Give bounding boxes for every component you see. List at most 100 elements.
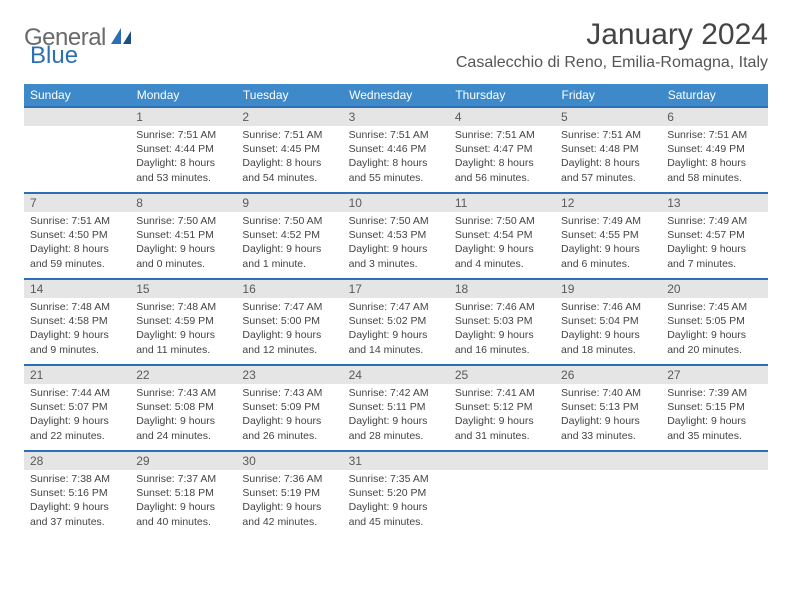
calendar-day-cell: 6Sunrise: 7:51 AMSunset: 4:49 PMDaylight…: [661, 107, 767, 193]
sunset-text: Sunset: 5:08 PM: [136, 400, 230, 414]
day-number: 18: [449, 280, 555, 298]
daylight-text: Daylight: 9 hours and 7 minutes.: [667, 242, 761, 270]
calendar-day-cell: 21Sunrise: 7:44 AMSunset: 5:07 PMDayligh…: [24, 365, 130, 451]
day-data: Sunrise: 7:51 AMSunset: 4:50 PMDaylight:…: [24, 212, 130, 275]
day-data: Sunrise: 7:49 AMSunset: 4:55 PMDaylight:…: [555, 212, 661, 275]
calendar-week-row: 14Sunrise: 7:48 AMSunset: 4:58 PMDayligh…: [24, 279, 768, 365]
sunrise-text: Sunrise: 7:50 AM: [455, 214, 549, 228]
sunrise-text: Sunrise: 7:50 AM: [136, 214, 230, 228]
weekday-header: Saturday: [661, 84, 767, 107]
title-block: January 2024 Casalecchio di Reno, Emilia…: [456, 18, 768, 72]
calendar-day-cell: 5Sunrise: 7:51 AMSunset: 4:48 PMDaylight…: [555, 107, 661, 193]
calendar-week-row: 21Sunrise: 7:44 AMSunset: 5:07 PMDayligh…: [24, 365, 768, 451]
day-number: 5: [555, 108, 661, 126]
day-number: 25: [449, 366, 555, 384]
calendar-day-cell: [661, 451, 767, 537]
daylight-text: Daylight: 9 hours and 33 minutes.: [561, 414, 655, 442]
sunset-text: Sunset: 5:12 PM: [455, 400, 549, 414]
daylight-text: Daylight: 9 hours and 9 minutes.: [30, 328, 124, 356]
day-number: 11: [449, 194, 555, 212]
day-data: Sunrise: 7:50 AMSunset: 4:52 PMDaylight:…: [236, 212, 342, 275]
day-number: 26: [555, 366, 661, 384]
sunset-text: Sunset: 4:57 PM: [667, 228, 761, 242]
sunrise-text: Sunrise: 7:51 AM: [349, 128, 443, 142]
calendar-day-cell: 8Sunrise: 7:50 AMSunset: 4:51 PMDaylight…: [130, 193, 236, 279]
sunrise-text: Sunrise: 7:36 AM: [242, 472, 336, 486]
sunrise-text: Sunrise: 7:44 AM: [30, 386, 124, 400]
day-number: 14: [24, 280, 130, 298]
day-number: 8: [130, 194, 236, 212]
sunset-text: Sunset: 5:02 PM: [349, 314, 443, 328]
sunrise-text: Sunrise: 7:51 AM: [136, 128, 230, 142]
day-number: [449, 452, 555, 470]
sunset-text: Sunset: 5:11 PM: [349, 400, 443, 414]
daylight-text: Daylight: 9 hours and 45 minutes.: [349, 500, 443, 528]
sunrise-text: Sunrise: 7:38 AM: [30, 472, 124, 486]
calendar-day-cell: 4Sunrise: 7:51 AMSunset: 4:47 PMDaylight…: [449, 107, 555, 193]
sunset-text: Sunset: 4:46 PM: [349, 142, 443, 156]
weekday-header: Wednesday: [343, 84, 449, 107]
day-data: Sunrise: 7:51 AMSunset: 4:47 PMDaylight:…: [449, 126, 555, 189]
calendar-day-cell: 29Sunrise: 7:37 AMSunset: 5:18 PMDayligh…: [130, 451, 236, 537]
calendar-week-row: 28Sunrise: 7:38 AMSunset: 5:16 PMDayligh…: [24, 451, 768, 537]
sunrise-text: Sunrise: 7:45 AM: [667, 300, 761, 314]
day-data: Sunrise: 7:43 AMSunset: 5:09 PMDaylight:…: [236, 384, 342, 447]
day-number: 20: [661, 280, 767, 298]
sunset-text: Sunset: 5:19 PM: [242, 486, 336, 500]
sunset-text: Sunset: 4:45 PM: [242, 142, 336, 156]
day-number: 29: [130, 452, 236, 470]
calendar-day-cell: 1Sunrise: 7:51 AMSunset: 4:44 PMDaylight…: [130, 107, 236, 193]
calendar-day-cell: 25Sunrise: 7:41 AMSunset: 5:12 PMDayligh…: [449, 365, 555, 451]
day-number: 31: [343, 452, 449, 470]
calendar-day-cell: 2Sunrise: 7:51 AMSunset: 4:45 PMDaylight…: [236, 107, 342, 193]
day-data: Sunrise: 7:40 AMSunset: 5:13 PMDaylight:…: [555, 384, 661, 447]
calendar-day-cell: 17Sunrise: 7:47 AMSunset: 5:02 PMDayligh…: [343, 279, 449, 365]
sunset-text: Sunset: 4:47 PM: [455, 142, 549, 156]
daylight-text: Daylight: 9 hours and 4 minutes.: [455, 242, 549, 270]
sunrise-text: Sunrise: 7:39 AM: [667, 386, 761, 400]
day-data: Sunrise: 7:50 AMSunset: 4:54 PMDaylight:…: [449, 212, 555, 275]
sunrise-text: Sunrise: 7:35 AM: [349, 472, 443, 486]
sunset-text: Sunset: 5:16 PM: [30, 486, 124, 500]
day-data: Sunrise: 7:47 AMSunset: 5:02 PMDaylight:…: [343, 298, 449, 361]
sunrise-text: Sunrise: 7:48 AM: [136, 300, 230, 314]
day-data: Sunrise: 7:41 AMSunset: 5:12 PMDaylight:…: [449, 384, 555, 447]
day-data: Sunrise: 7:50 AMSunset: 4:51 PMDaylight:…: [130, 212, 236, 275]
sunrise-text: Sunrise: 7:49 AM: [667, 214, 761, 228]
sunset-text: Sunset: 4:48 PM: [561, 142, 655, 156]
daylight-text: Daylight: 9 hours and 31 minutes.: [455, 414, 549, 442]
sunrise-text: Sunrise: 7:40 AM: [561, 386, 655, 400]
sunset-text: Sunset: 5:18 PM: [136, 486, 230, 500]
calendar-day-cell: 14Sunrise: 7:48 AMSunset: 4:58 PMDayligh…: [24, 279, 130, 365]
day-data: Sunrise: 7:39 AMSunset: 5:15 PMDaylight:…: [661, 384, 767, 447]
day-number: [661, 452, 767, 470]
calendar-day-cell: 15Sunrise: 7:48 AMSunset: 4:59 PMDayligh…: [130, 279, 236, 365]
calendar-day-cell: 9Sunrise: 7:50 AMSunset: 4:52 PMDaylight…: [236, 193, 342, 279]
day-number: 10: [343, 194, 449, 212]
calendar-day-cell: 16Sunrise: 7:47 AMSunset: 5:00 PMDayligh…: [236, 279, 342, 365]
daylight-text: Daylight: 9 hours and 3 minutes.: [349, 242, 443, 270]
calendar-day-cell: 27Sunrise: 7:39 AMSunset: 5:15 PMDayligh…: [661, 365, 767, 451]
sunrise-text: Sunrise: 7:51 AM: [561, 128, 655, 142]
day-data: Sunrise: 7:44 AMSunset: 5:07 PMDaylight:…: [24, 384, 130, 447]
sunset-text: Sunset: 5:20 PM: [349, 486, 443, 500]
sunrise-text: Sunrise: 7:51 AM: [242, 128, 336, 142]
day-number: 3: [343, 108, 449, 126]
calendar-day-cell: 20Sunrise: 7:45 AMSunset: 5:05 PMDayligh…: [661, 279, 767, 365]
sunset-text: Sunset: 4:59 PM: [136, 314, 230, 328]
weekday-header: Thursday: [449, 84, 555, 107]
sunrise-text: Sunrise: 7:47 AM: [242, 300, 336, 314]
day-number: 15: [130, 280, 236, 298]
calendar-week-row: 7Sunrise: 7:51 AMSunset: 4:50 PMDaylight…: [24, 193, 768, 279]
calendar-day-cell: [449, 451, 555, 537]
day-number: [24, 108, 130, 126]
calendar-day-cell: 7Sunrise: 7:51 AMSunset: 4:50 PMDaylight…: [24, 193, 130, 279]
daylight-text: Daylight: 9 hours and 6 minutes.: [561, 242, 655, 270]
sunrise-text: Sunrise: 7:43 AM: [136, 386, 230, 400]
calendar-day-cell: 19Sunrise: 7:46 AMSunset: 5:04 PMDayligh…: [555, 279, 661, 365]
day-number: 12: [555, 194, 661, 212]
sunset-text: Sunset: 4:52 PM: [242, 228, 336, 242]
sunset-text: Sunset: 4:44 PM: [136, 142, 230, 156]
calendar-day-cell: [555, 451, 661, 537]
day-data: Sunrise: 7:35 AMSunset: 5:20 PMDaylight:…: [343, 470, 449, 533]
